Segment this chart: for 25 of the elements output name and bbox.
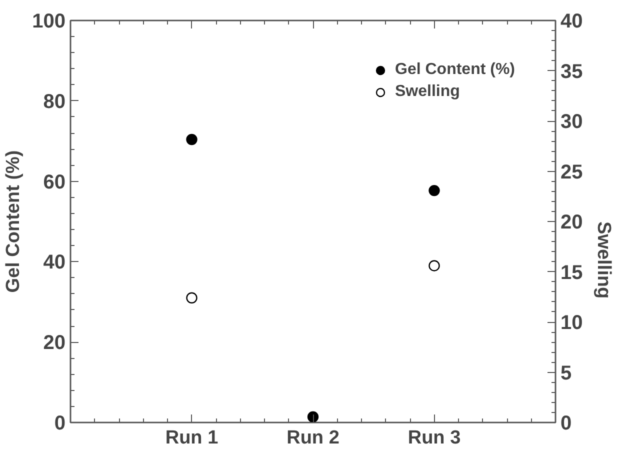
x-tick-label: Run 3 <box>408 428 461 448</box>
y-tick-label: 20 <box>43 332 66 354</box>
y2-tick-label: 15 <box>560 262 583 284</box>
y-tick-label: 80 <box>43 90 66 113</box>
x-tick-label: Run 2 <box>286 428 340 448</box>
y2-tick-label: 40 <box>560 10 583 32</box>
y-tick-label: 40 <box>43 252 66 274</box>
y-tick-label: 100 <box>32 10 66 32</box>
y2-axis-title: Swelling <box>593 222 614 299</box>
y-axis-title: Gel Content (%) <box>3 150 24 293</box>
y-tick-label: 60 <box>43 171 66 194</box>
legend-label: Gel Content (%) <box>395 61 515 79</box>
y2-tick-label: 25 <box>560 161 583 184</box>
y2-tick-label: 30 <box>560 111 583 133</box>
y2-tick-label: 5 <box>560 362 572 384</box>
y-tick-label: 0 <box>54 412 66 434</box>
legend-label: Swelling <box>395 83 460 101</box>
y2-tick-label: 35 <box>560 60 583 83</box>
y2-tick-label: 10 <box>560 312 583 334</box>
x-tick-label: Run 1 <box>165 428 219 448</box>
y2-tick-label: 0 <box>560 412 572 434</box>
point <box>307 411 319 422</box>
y2-tick-label: 20 <box>560 212 583 234</box>
point <box>186 134 198 146</box>
point <box>428 184 440 196</box>
